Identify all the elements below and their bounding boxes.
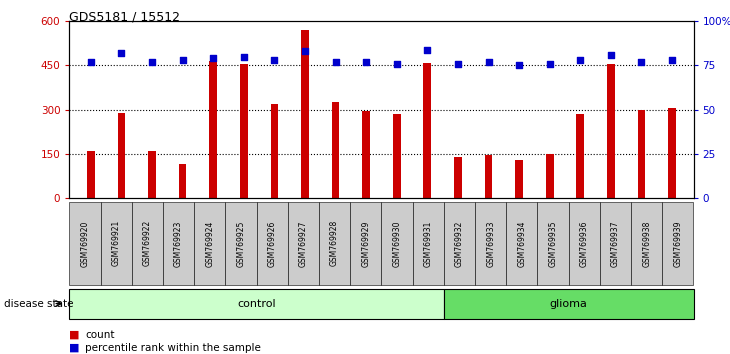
Text: GSM769938: GSM769938: [642, 220, 651, 267]
Point: [361, 59, 372, 65]
Bar: [331, 102, 339, 198]
Text: disease state: disease state: [4, 298, 73, 309]
Text: GSM769924: GSM769924: [205, 220, 215, 267]
Point: [238, 54, 250, 59]
Text: GSM769934: GSM769934: [518, 220, 526, 267]
Bar: [638, 110, 645, 198]
Bar: [454, 157, 462, 198]
Bar: [485, 155, 492, 198]
Point: [299, 48, 311, 54]
Point: [605, 52, 617, 58]
Text: glioma: glioma: [550, 298, 588, 309]
Text: GSM769921: GSM769921: [112, 220, 120, 267]
Text: GSM769920: GSM769920: [80, 220, 90, 267]
Text: GSM769928: GSM769928: [330, 220, 339, 267]
Bar: [668, 108, 676, 198]
Bar: [118, 113, 125, 198]
Text: GSM769932: GSM769932: [455, 220, 464, 267]
Bar: [210, 61, 217, 198]
Point: [269, 57, 280, 63]
Point: [666, 57, 678, 63]
Text: GDS5181 / 15512: GDS5181 / 15512: [69, 11, 180, 24]
Text: GSM769939: GSM769939: [673, 220, 683, 267]
Point: [330, 59, 342, 65]
Text: GSM769930: GSM769930: [393, 220, 402, 267]
Point: [207, 56, 219, 61]
Bar: [577, 114, 584, 198]
Bar: [515, 160, 523, 198]
Point: [483, 59, 494, 65]
Point: [544, 61, 556, 67]
Bar: [546, 154, 553, 198]
Bar: [393, 114, 401, 198]
Point: [177, 57, 188, 63]
Point: [636, 59, 648, 65]
Bar: [301, 30, 309, 198]
Text: control: control: [237, 298, 276, 309]
Text: GSM769933: GSM769933: [486, 220, 495, 267]
Bar: [423, 63, 431, 198]
Text: count: count: [85, 330, 115, 339]
Point: [146, 59, 158, 65]
Text: GSM769937: GSM769937: [611, 220, 620, 267]
Text: GSM769931: GSM769931: [423, 220, 433, 267]
Point: [85, 59, 96, 65]
Point: [575, 57, 586, 63]
Bar: [607, 64, 615, 198]
Text: ■: ■: [69, 343, 80, 353]
Text: GSM769935: GSM769935: [548, 220, 558, 267]
Text: GSM769927: GSM769927: [299, 220, 308, 267]
Text: GSM769926: GSM769926: [268, 220, 277, 267]
Text: GSM769923: GSM769923: [174, 220, 183, 267]
Point: [391, 61, 402, 67]
Text: GSM769922: GSM769922: [143, 220, 152, 267]
Bar: [87, 151, 95, 198]
Point: [115, 50, 127, 56]
Text: ■: ■: [69, 330, 80, 339]
Text: GSM769925: GSM769925: [237, 220, 245, 267]
Point: [421, 47, 433, 52]
Text: GSM769936: GSM769936: [580, 220, 589, 267]
Point: [513, 63, 525, 68]
Point: [452, 61, 464, 67]
Bar: [148, 151, 155, 198]
Bar: [271, 104, 278, 198]
Text: GSM769929: GSM769929: [361, 220, 370, 267]
Text: percentile rank within the sample: percentile rank within the sample: [85, 343, 261, 353]
Bar: [240, 64, 247, 198]
Bar: [362, 111, 370, 198]
Bar: [179, 164, 186, 198]
